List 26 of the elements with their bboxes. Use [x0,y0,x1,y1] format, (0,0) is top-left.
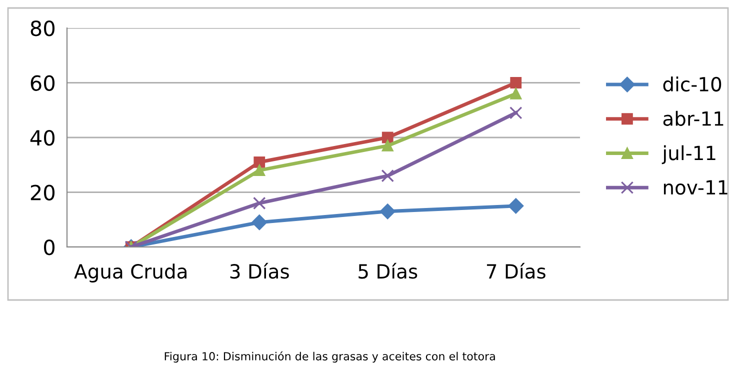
point [510,88,522,100]
legend-label: abr-11 [663,110,724,126]
y-tick-label: 80 [30,20,55,36]
text: Figura 10: Disminución de las grasas y aceites con el totora [164,351,495,363]
point [254,164,266,176]
y-tick-label: 20 [30,184,55,200]
point [254,156,266,168]
legend-label: dic-10 [663,76,722,92]
point [252,196,266,210]
point [508,198,524,214]
point [510,77,522,88]
legend-label: jul-11 [662,145,716,164]
point [252,214,268,230]
x-tick-label: 3 Días [230,262,289,279]
point [509,106,522,120]
y-tick-label: 40 [30,130,55,146]
point [380,204,396,220]
point [381,169,394,182]
point [382,132,394,144]
x-tick-label: Agua Cruda [74,264,186,282]
y-tick-label: 60 [30,75,55,91]
x-tick-label: 7 Días [486,262,546,279]
y-tick-label: 0 [44,239,55,256]
legend-label: nov-11 [664,180,728,195]
point [382,140,394,152]
x-tick-label: 5 Días [358,262,418,279]
